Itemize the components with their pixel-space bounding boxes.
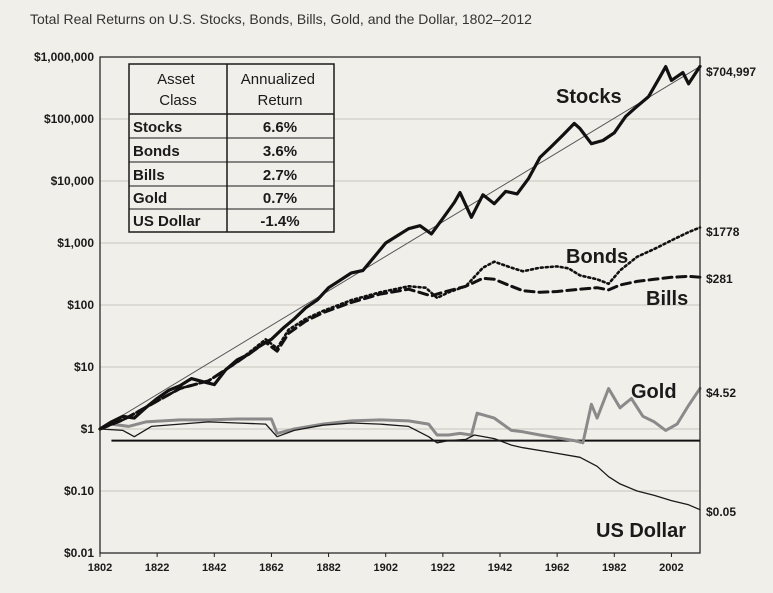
- y-tick-label: $10,000: [51, 174, 95, 188]
- y-tick-label: $100: [67, 298, 94, 312]
- table-header-line: Return: [257, 92, 302, 109]
- table-cell-asset: Bonds: [133, 143, 180, 160]
- series-label-stocks: Stocks: [556, 86, 622, 108]
- y-tick-label: $1,000: [57, 236, 94, 250]
- chart-title: Total Real Returns on U.S. Stocks, Bonds…: [30, 11, 532, 27]
- x-tick-label: 2002: [659, 562, 683, 574]
- table-cell-return: 0.7%: [263, 190, 297, 207]
- end-label-bonds: $1778: [706, 225, 740, 239]
- returns-table: Asset Class Annualized Return Stocks 6.6…: [128, 63, 335, 233]
- x-tick-label: 1842: [202, 562, 226, 574]
- series-line-stocks: [98, 64, 702, 431]
- y-tick-label: $1: [81, 422, 95, 436]
- x-tick-label: 1942: [488, 562, 512, 574]
- plot-frame: [99, 56, 701, 554]
- table-header-line: Annualized: [241, 71, 315, 88]
- table-header-line: Asset: [157, 71, 195, 88]
- series-line-us-dollar: [99, 421, 701, 511]
- table-frame: [128, 63, 335, 233]
- table-header-annualized-return: Annualized Return: [241, 71, 319, 109]
- x-tick-label: 1982: [602, 562, 626, 574]
- table-header-line: Class: [159, 92, 197, 109]
- series-line-bills: [98, 274, 702, 431]
- series-label-bonds: Bonds: [566, 246, 628, 268]
- x-tick-label: 1862: [259, 562, 283, 574]
- table-cell-return: 2.7%: [263, 167, 297, 184]
- y-tick-label: $0.10: [64, 484, 94, 498]
- table-cell-asset: Gold: [133, 190, 167, 207]
- end-label-bills: $281: [706, 272, 733, 286]
- x-tick-label: 1882: [316, 562, 340, 574]
- series-line-trend: [99, 65, 701, 430]
- x-axis-ticks: 1802 1822 1842 1862 1882 1902 1922 1942 1962 1982…: [88, 553, 684, 574]
- series-layer: [98, 64, 702, 511]
- table-cell-asset: US Dollar: [133, 213, 201, 230]
- x-tick-label: 1802: [88, 562, 112, 574]
- series-label-us-dollar: US Dollar: [596, 520, 686, 542]
- series-line-gold: [98, 386, 702, 445]
- y-tick-label: $10: [74, 360, 94, 374]
- end-label-stocks: $704,997: [706, 65, 756, 79]
- table-cell-return: 3.6%: [263, 143, 297, 160]
- table-header-asset-class: Asset Class: [157, 71, 199, 109]
- x-tick-label: 1962: [545, 562, 569, 574]
- series-label-bills: Bills: [646, 288, 688, 310]
- x-tick-label: 1922: [431, 562, 455, 574]
- table-cell-asset: Bills: [133, 167, 165, 184]
- table-cell-asset: Stocks: [133, 119, 182, 136]
- y-tick-label: $1,000,000: [34, 50, 94, 64]
- table-cell-return: 6.6%: [263, 119, 297, 136]
- x-tick-label: 1902: [373, 562, 397, 574]
- end-label-gold: $4.52: [706, 386, 736, 400]
- x-tick-label: 1822: [145, 562, 169, 574]
- series-label-gold: Gold: [631, 381, 677, 403]
- y-axis-ticks: $1,000,000 $100,000 $10,000 $1,000 $100 $10 $1…: [34, 50, 94, 560]
- y-tick-label: $100,000: [44, 112, 94, 126]
- y-tick-label: $0.01: [64, 546, 94, 560]
- end-label-us-dollar: $0.05: [706, 505, 736, 519]
- table-cell-return: -1.4%: [260, 213, 299, 230]
